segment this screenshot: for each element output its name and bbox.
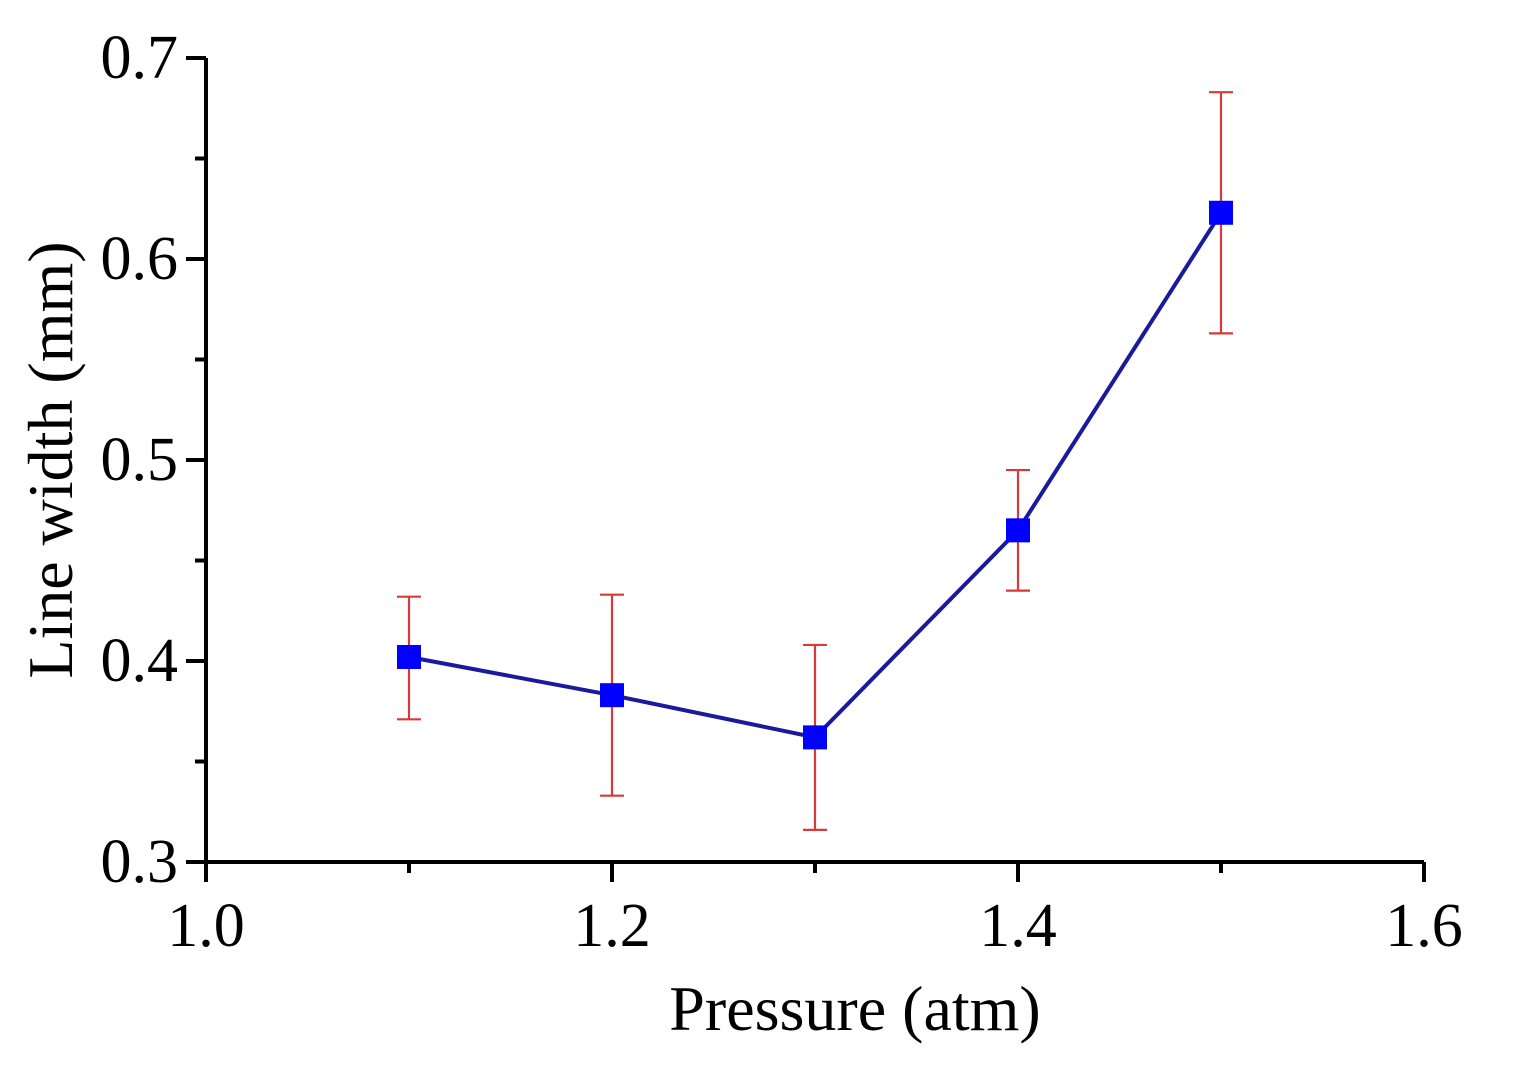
axes: 0.3 0.4 0.5 0.6 0.7 1.0 1.2 1.4 1.6: [101, 24, 1463, 960]
y-tick-label: 0.4: [101, 627, 179, 695]
y-axis-title: Line width (mm): [15, 241, 86, 678]
x-tick-label: 1.4: [979, 892, 1057, 960]
y-tick-label: 0.6: [101, 225, 179, 293]
data-point-marker: [1006, 518, 1030, 543]
data-point-marker: [397, 644, 421, 669]
y-tick-label: 0.5: [101, 426, 179, 494]
y-tick-label: 0.7: [101, 24, 179, 92]
data-point-marker: [600, 683, 624, 708]
error-bars: [397, 91, 1233, 831]
markers: [397, 200, 1233, 750]
x-tick-label: 1.0: [167, 892, 245, 960]
x-axis-title: Pressure (atm): [669, 973, 1040, 1044]
x-tick-label: 1.6: [1385, 892, 1463, 960]
data-point-marker: [1209, 200, 1233, 225]
y-tick-label: 0.3: [101, 828, 179, 896]
data-point-marker: [803, 725, 827, 750]
x-tick-label: 1.2: [573, 892, 651, 960]
